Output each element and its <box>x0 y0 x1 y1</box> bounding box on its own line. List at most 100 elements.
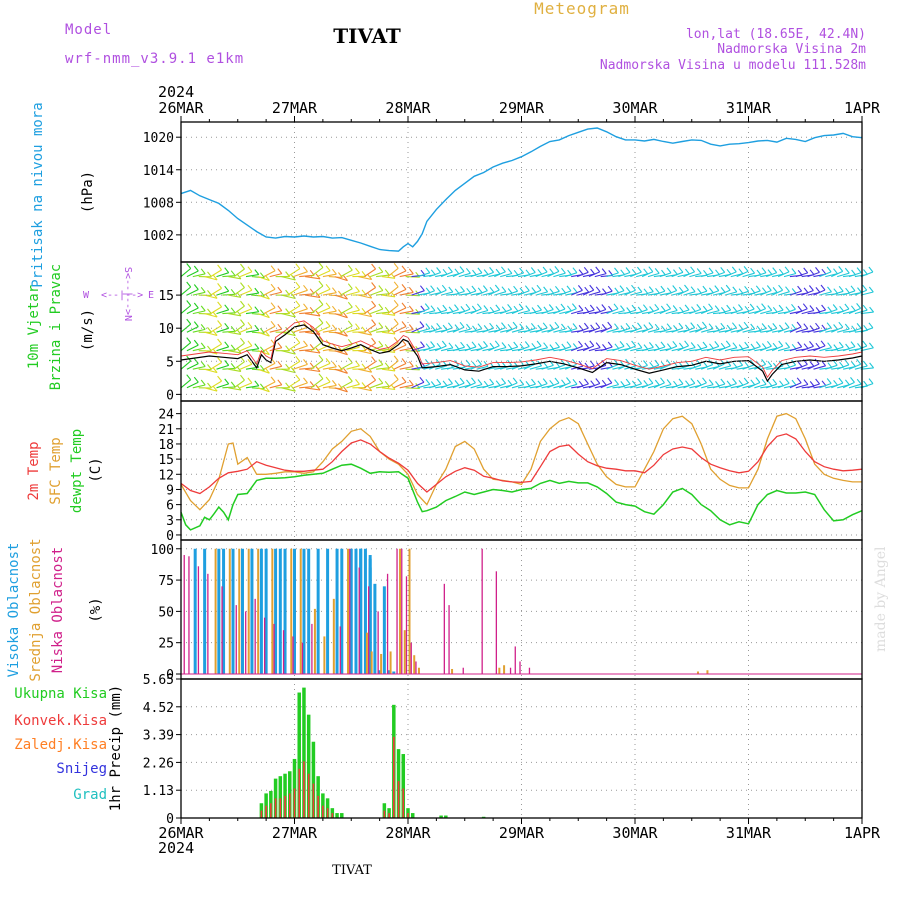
x-tick-label-bottom: 1APR <box>844 824 881 842</box>
wind-barb <box>263 288 276 296</box>
wind-barb <box>630 383 642 389</box>
wind-barb <box>393 381 407 389</box>
wind-barb <box>269 365 282 370</box>
wind-barb <box>458 272 471 278</box>
wind-barb-flag <box>833 379 839 386</box>
wind-barb-flag <box>355 323 360 330</box>
wind-barb <box>505 346 518 352</box>
wind-barb-flag <box>797 305 803 312</box>
wind-barb-flag <box>554 285 560 292</box>
precip_total-bar <box>297 692 301 818</box>
wind-barb <box>706 290 719 296</box>
wind-barb <box>511 308 524 315</box>
wind-barb <box>257 331 270 337</box>
wind-barb <box>269 328 282 333</box>
wind-barb <box>582 309 595 315</box>
cloud-high-label: Visoka Oblacnost <box>6 543 22 678</box>
wind-barb <box>825 308 838 315</box>
wind-barb-flag <box>393 281 399 288</box>
wind-barb <box>239 363 253 370</box>
wind-barb <box>340 380 353 389</box>
wind-barb-flag <box>186 318 192 325</box>
pressure-grid <box>181 122 862 262</box>
wind-barb <box>470 272 483 278</box>
wind-barb <box>647 328 660 333</box>
wind-barb-flag <box>367 329 373 336</box>
wind-barb <box>854 289 867 296</box>
wind-barb-flag <box>331 324 337 331</box>
wind-barb <box>233 324 245 333</box>
wind-barb <box>795 328 808 333</box>
wind-barb-flag <box>661 269 666 276</box>
wind-barb <box>754 308 766 315</box>
wind-barb <box>825 364 838 370</box>
wind-barb <box>488 289 500 296</box>
wind-barb-flag <box>814 358 820 365</box>
wind-barb-flag <box>738 304 743 310</box>
y-tick-label: 15 <box>158 453 174 468</box>
cloud_low-bar <box>415 661 417 674</box>
wind-barb <box>748 346 761 352</box>
wind-barb <box>358 276 372 281</box>
y-tick-label: 75 <box>158 574 174 589</box>
wind-barb <box>742 272 755 278</box>
wind-barb-flag <box>240 337 245 344</box>
wind-barb <box>535 347 548 352</box>
wind-barb-flag <box>820 284 826 291</box>
wind-barb <box>671 327 684 333</box>
wind-barb-flag <box>513 285 519 292</box>
wind-barb <box>553 328 566 333</box>
wind-barb <box>316 270 331 278</box>
wind-barb-flag <box>290 311 296 318</box>
wind-barb-flag <box>525 305 531 311</box>
wind-barb-flag <box>560 267 566 274</box>
wind-barb <box>760 289 772 296</box>
wind-barb-flag <box>601 268 607 274</box>
precip_conv-bar <box>279 798 282 818</box>
y-tick-label: 3 <box>166 514 174 529</box>
wind-barb <box>570 345 583 352</box>
footer-station: TIVAT <box>332 863 372 878</box>
wind-barb <box>523 383 536 389</box>
wind-barb-flag <box>684 304 690 311</box>
wind-barb <box>848 307 861 315</box>
wind-barb <box>399 273 414 278</box>
wind-barb-flag <box>625 267 631 273</box>
cloud_high-bar <box>382 586 386 674</box>
wind-barb-flag <box>325 376 331 383</box>
wind-barb-flag <box>755 285 761 292</box>
wind-barb <box>334 313 348 319</box>
wind-barb-flag <box>589 340 595 347</box>
wind-barb-flag <box>772 267 778 273</box>
cloud_low-bar <box>509 667 512 674</box>
wind-barb <box>748 290 761 296</box>
wind-barb-flag <box>217 264 223 271</box>
wind-barb-flag <box>613 303 619 310</box>
wind-barb <box>701 384 714 389</box>
wind-barb-flag <box>726 324 732 331</box>
wind-barb <box>766 327 777 333</box>
wind-barb-flag <box>761 378 767 385</box>
wind-barb <box>576 291 589 296</box>
wind-barb <box>263 325 276 333</box>
wind-barb-flag <box>466 379 471 386</box>
wind-barb-flag <box>732 286 738 293</box>
wind-barb-flag <box>270 320 276 327</box>
wind-barb-flag <box>761 323 767 329</box>
wind-barb <box>476 290 488 296</box>
wind-barb-flag <box>714 305 720 311</box>
wind-barb-flag <box>583 322 589 329</box>
wind-barb-flag <box>778 268 784 275</box>
cloud_high-bar <box>222 548 226 674</box>
wind-barb <box>239 271 253 278</box>
wind-barb <box>547 290 560 296</box>
wind-barb-flag <box>401 302 407 309</box>
wind-barb-flag <box>766 340 772 347</box>
wind-barb <box>387 379 399 389</box>
cloud_mid-bar <box>332 598 335 674</box>
wind-barb <box>281 294 296 300</box>
wind-barb <box>370 364 383 370</box>
wind-barb <box>287 360 301 370</box>
wind-barb <box>724 291 737 296</box>
cloud_high-bar <box>250 548 254 674</box>
